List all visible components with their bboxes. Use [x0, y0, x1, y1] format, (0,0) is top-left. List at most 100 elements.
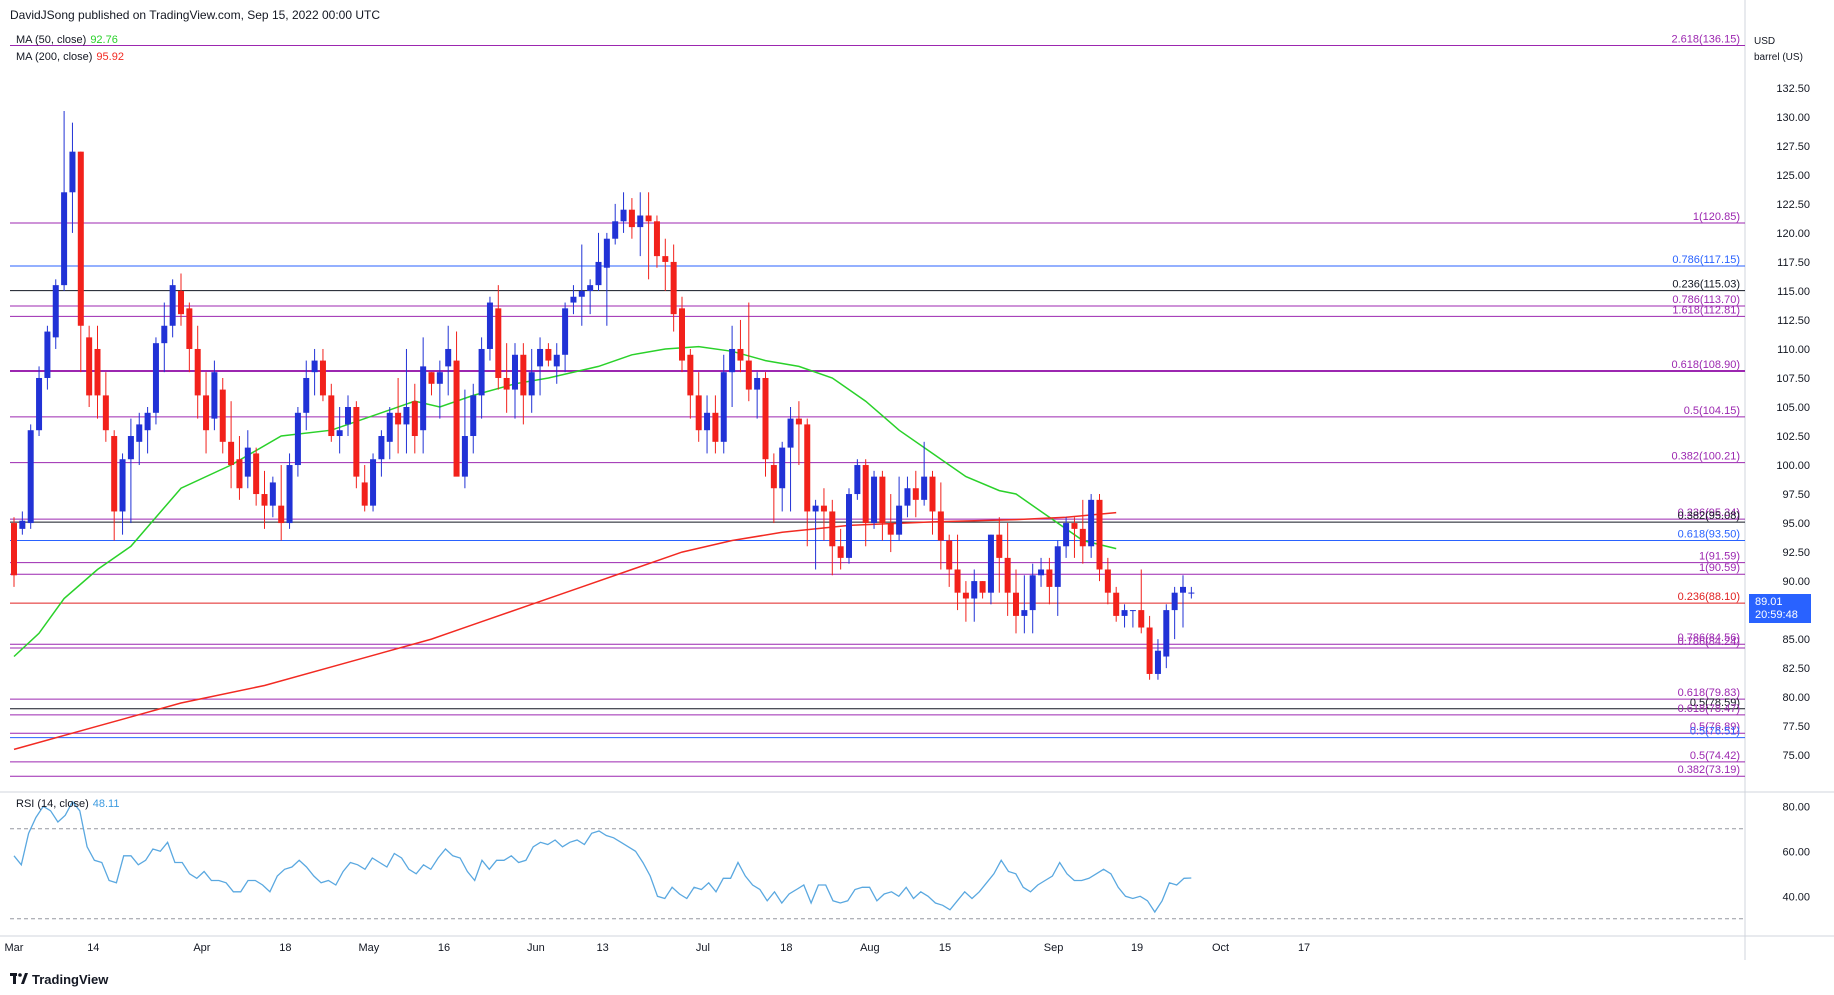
- fib-level-label: 0.382(95.08): [1678, 510, 1740, 522]
- moving-averages: [13, 345, 1117, 751]
- candle-down: [929, 470, 936, 535]
- tradingview-logo[interactable]: TradingView: [10, 972, 108, 987]
- candle-body: [11, 523, 17, 576]
- candle-body: [403, 407, 410, 425]
- ma50-legend[interactable]: MA (50, close) 92.76: [16, 34, 118, 46]
- candle-body: [436, 372, 443, 384]
- candle-body: [36, 377, 43, 431]
- candle-body: [971, 581, 978, 599]
- candle-up: [612, 203, 619, 245]
- candle-down: [1079, 499, 1086, 564]
- candle-up: [445, 325, 452, 396]
- rsi-panel: 80.00 60.00 40.00: [10, 800, 1810, 920]
- candle-body: [628, 209, 635, 228]
- candle-down: [520, 343, 527, 425]
- candle-down: [1013, 569, 1019, 634]
- candle-down: [395, 377, 402, 454]
- fib-level-label: 2.618(136.15): [1672, 33, 1741, 45]
- candle-down: [203, 372, 210, 454]
- candle-body: [553, 354, 560, 367]
- rsi-label: RSI (14, close): [16, 798, 89, 810]
- candle-down: [628, 198, 635, 239]
- candle-up: [595, 232, 602, 291]
- candle-down: [495, 285, 502, 390]
- candle-body: [879, 476, 886, 524]
- candle-down: [228, 401, 235, 489]
- candle-body: [1129, 610, 1136, 612]
- candle-body: [19, 520, 26, 529]
- candle-body: [603, 238, 610, 268]
- candle-body: [896, 505, 903, 535]
- candle-up: [871, 470, 878, 529]
- y-tick-label: 92.50: [1782, 547, 1810, 559]
- candle-down: [253, 447, 260, 506]
- candle-body: [837, 546, 844, 558]
- candle-body: [203, 395, 210, 431]
- candle-body: [445, 348, 452, 367]
- candle-down: [829, 499, 836, 576]
- x-tick-label: Aug: [860, 942, 880, 954]
- y-tick-label: 102.50: [1776, 431, 1810, 443]
- candle-down: [645, 192, 652, 280]
- candle-down: [1146, 615, 1153, 680]
- ma200-legend[interactable]: MA (200, close) 95.92: [16, 51, 124, 63]
- candle-body: [345, 407, 351, 425]
- candle-body: [1054, 546, 1061, 587]
- candle-up: [1029, 563, 1036, 634]
- candle-body: [495, 308, 502, 378]
- candle-down: [186, 302, 193, 373]
- candle-up: [1129, 610, 1136, 628]
- candle-body: [862, 465, 869, 524]
- candle-up: [704, 395, 711, 454]
- candle-down: [261, 470, 268, 529]
- x-tick-label: 18: [279, 942, 291, 954]
- candle-body: [169, 285, 176, 326]
- candle-down: [178, 273, 184, 326]
- fib-level-label: 0.618(108.90): [1672, 359, 1741, 371]
- candle-body: [512, 354, 518, 390]
- candle-body: [1079, 528, 1086, 547]
- fib-level-label: 0.786(84.24): [1678, 636, 1740, 648]
- candle-up: [311, 348, 318, 396]
- candle-body: [762, 377, 769, 460]
- ma50-value: 92.76: [90, 34, 118, 46]
- candle-body: [720, 372, 727, 442]
- candle-up: [720, 354, 727, 454]
- publisher-header: DavidJSong published on TradingView.com,…: [10, 8, 381, 22]
- y-tick-label: 75.00: [1782, 750, 1810, 762]
- candle-down: [236, 436, 243, 500]
- x-tick-label: May: [358, 942, 379, 954]
- candle-up: [637, 192, 644, 257]
- candle-body: [1046, 569, 1053, 587]
- candle-down: [912, 470, 919, 518]
- candle-body: [737, 348, 744, 361]
- rsi-legend[interactable]: RSI (14, close) 48.11: [16, 798, 119, 810]
- candle-body: [987, 534, 994, 593]
- y-tick-label: 107.50: [1776, 373, 1810, 385]
- candle-body: [1121, 610, 1128, 616]
- candle-up: [729, 325, 736, 407]
- candle-down: [712, 395, 719, 454]
- candle-down: [428, 372, 435, 396]
- candle-down: [737, 319, 744, 373]
- candle-body: [520, 354, 527, 396]
- candle-up: [1171, 586, 1178, 640]
- candle-up: [1088, 494, 1095, 558]
- candle-up: [1021, 575, 1028, 634]
- price-grid: [0, 0, 1834, 960]
- rsi-tick-label: 60.00: [1782, 846, 1810, 858]
- bar-countdown: 20:59:48: [1755, 609, 1798, 621]
- candle-body: [804, 424, 811, 512]
- candle-body: [411, 401, 418, 437]
- candle-body: [161, 325, 168, 344]
- candle-body: [311, 360, 318, 373]
- candle-down: [770, 453, 777, 524]
- tradingview-logo-icon: [10, 973, 28, 984]
- candle-body: [687, 354, 694, 396]
- candle-down: [1138, 569, 1145, 634]
- candle-body: [695, 395, 702, 431]
- candle-body: [69, 151, 76, 193]
- candle-up: [921, 441, 928, 506]
- x-tick-label: Mar: [5, 942, 24, 954]
